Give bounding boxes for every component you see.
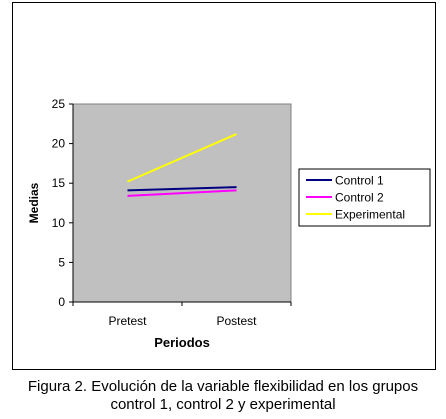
plot-area bbox=[72, 103, 292, 303]
legend-items: Control 1 Control 2 Experimental bbox=[306, 174, 405, 222]
y-tick-label: 20 bbox=[52, 137, 66, 151]
y-tick-label: 5 bbox=[58, 255, 65, 269]
x-axis-label: Periodos bbox=[154, 335, 210, 350]
series-line-control-2 bbox=[127, 189, 237, 197]
legend-label: Control 1 bbox=[335, 174, 384, 188]
y-tick-label: 15 bbox=[52, 176, 66, 190]
figure-caption: Figura 2. Evolución de la variable flexi… bbox=[0, 378, 446, 414]
y-tick-label: 10 bbox=[52, 216, 66, 230]
chart-frame: 0 5 10 15 20 25 Pretest Postest Medias Periodo… bbox=[12, 2, 436, 370]
series-line-control-1 bbox=[127, 186, 237, 192]
y-tick-label: 25 bbox=[52, 97, 66, 111]
x-tick-label: Pretest bbox=[108, 314, 147, 328]
y-axis: 0 5 10 15 20 25 bbox=[52, 97, 74, 309]
caption-line-2: control 1, control 2 y experimental bbox=[110, 396, 336, 413]
x-tick-label: Postest bbox=[216, 314, 257, 328]
legend-label: Experimental bbox=[335, 208, 405, 222]
y-tick-label: 0 bbox=[58, 295, 65, 309]
series-layer bbox=[127, 133, 237, 197]
legend-label: Control 2 bbox=[335, 191, 384, 205]
series-line-experimental bbox=[127, 133, 237, 183]
y-axis-label: Medias bbox=[27, 182, 41, 223]
legend: Control 1 Control 2 Experimental bbox=[298, 168, 431, 227]
line-chart: 0 5 10 15 20 25 Pretest Postest Medias Periodo… bbox=[27, 97, 431, 350]
x-axis: Pretest Postest bbox=[72, 301, 292, 328]
caption-line-1: Figura 2. Evolución de la variable flexi… bbox=[27, 378, 419, 395]
